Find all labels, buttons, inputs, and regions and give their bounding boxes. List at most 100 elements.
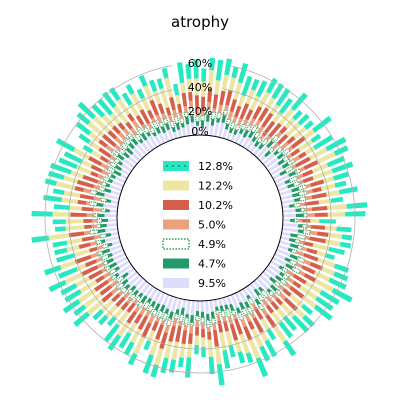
bar-segment-4 [100, 253, 110, 261]
bar-segment-5 [105, 209, 110, 213]
bar-segment-6 [111, 240, 121, 246]
bar-segment-5 [258, 286, 264, 292]
bar-segment-5 [106, 199, 112, 203]
bar-segment-5 [200, 120, 205, 129]
bar-segment-5 [244, 301, 250, 309]
bar-segment-2 [243, 325, 253, 341]
bar-segment-3 [97, 174, 105, 180]
bar-segment-4 [195, 315, 200, 322]
bar-segment-3 [189, 326, 194, 334]
bar-segment-3 [93, 196, 102, 202]
bar-segment-1 [52, 211, 71, 217]
bar-segment-5 [105, 183, 111, 188]
bar-segment-1 [233, 82, 243, 100]
bar-segment-3 [201, 111, 205, 116]
bar-segment-6 [281, 199, 295, 205]
bar-segment-6 [120, 173, 128, 180]
bar-segment-4 [214, 309, 221, 316]
bar-segment-6 [209, 300, 214, 312]
bar-segment-4 [205, 319, 212, 329]
bar-segment-2 [175, 325, 182, 343]
bar-segment-3 [251, 303, 257, 309]
bar-segment-3 [161, 112, 167, 120]
bar-segment-1 [276, 307, 286, 319]
bar-segment-6 [222, 297, 228, 306]
bar-segment-1 [100, 299, 114, 313]
bar-segment-5 [224, 123, 230, 130]
bar-segment-2 [276, 134, 289, 146]
bar-segment-6 [177, 129, 182, 138]
bar-segment-0 [275, 88, 291, 107]
bar-segment-3 [85, 201, 90, 206]
bar-segment-6 [140, 141, 151, 153]
bar-segment-4 [210, 317, 217, 325]
bar-segment-4 [173, 115, 180, 125]
bar-segment-5 [216, 118, 221, 123]
bar-segment-0 [328, 277, 347, 290]
bar-segment-2 [111, 293, 121, 303]
bar-segment-3 [284, 282, 292, 289]
bar-segment-2 [261, 120, 276, 137]
bar-segment-2 [68, 231, 85, 238]
bar-segment-1 [311, 163, 329, 174]
bar-segment-5 [228, 127, 234, 134]
bar-segment-5 [251, 136, 257, 143]
bar-segment-2 [219, 90, 226, 106]
bar-segment-1 [314, 278, 334, 293]
bar-segment-2 [101, 291, 114, 303]
bar-segment-3 [134, 306, 140, 313]
bar-segment-3 [148, 315, 155, 324]
bar-segment-4 [96, 223, 102, 229]
bar-segment-6 [282, 218, 291, 222]
bar-segment-1 [304, 281, 322, 294]
bar-segment-0 [324, 253, 335, 260]
bar-segment-3 [298, 240, 304, 245]
bar-segment-2 [98, 139, 108, 148]
bar-segment-0 [97, 98, 113, 116]
bar-segment-2 [314, 212, 328, 217]
bar-segment-0 [312, 115, 332, 133]
bar-segment-1 [48, 233, 70, 241]
legend-swatch [162, 238, 190, 250]
bar-segment-6 [270, 166, 284, 176]
bar-segment-5 [273, 150, 279, 156]
bar-segment-1 [109, 112, 121, 125]
bar-segment-2 [289, 285, 305, 299]
bar-segment-4 [173, 312, 180, 320]
bar-segment-0 [255, 357, 269, 378]
bar-segment-0 [333, 263, 350, 273]
bar-segment-1 [310, 219, 320, 224]
bar-segment-6 [153, 290, 162, 303]
bar-segment-2 [311, 192, 327, 200]
bar-segment-5 [121, 272, 129, 279]
bar-segment-2 [101, 133, 117, 148]
bar-segment-3 [232, 314, 238, 320]
bar-segment-0 [231, 66, 239, 79]
bar-segment-4 [236, 311, 245, 322]
bar-segment-2 [120, 301, 129, 311]
radial-tick-label: 40% [188, 81, 212, 94]
bar-segment-1 [180, 82, 186, 94]
bar-segment-3 [261, 308, 269, 317]
bar-segment-2 [83, 219, 93, 223]
bar-segment-5 [97, 213, 105, 218]
bar-segment-2 [258, 107, 269, 122]
bar-segment-4 [109, 161, 118, 169]
bar-segment-0 [127, 352, 138, 366]
bar-segment-5 [266, 288, 272, 293]
bar-segment-2 [115, 296, 126, 308]
legend-label: 5.0% [198, 219, 226, 232]
bar-segment-6 [158, 132, 166, 144]
bar-segment-2 [201, 96, 206, 112]
bar-segment-1 [194, 78, 199, 96]
bar-segment-0 [282, 315, 298, 332]
legend-swatch [163, 161, 189, 171]
bar-segment-4 [183, 316, 190, 327]
bar-segment-3 [236, 118, 243, 126]
bar-segment-2 [201, 328, 206, 338]
bar-segment-4 [134, 294, 142, 303]
bar-segment-4 [245, 123, 253, 133]
bar-segment-2 [169, 96, 176, 111]
